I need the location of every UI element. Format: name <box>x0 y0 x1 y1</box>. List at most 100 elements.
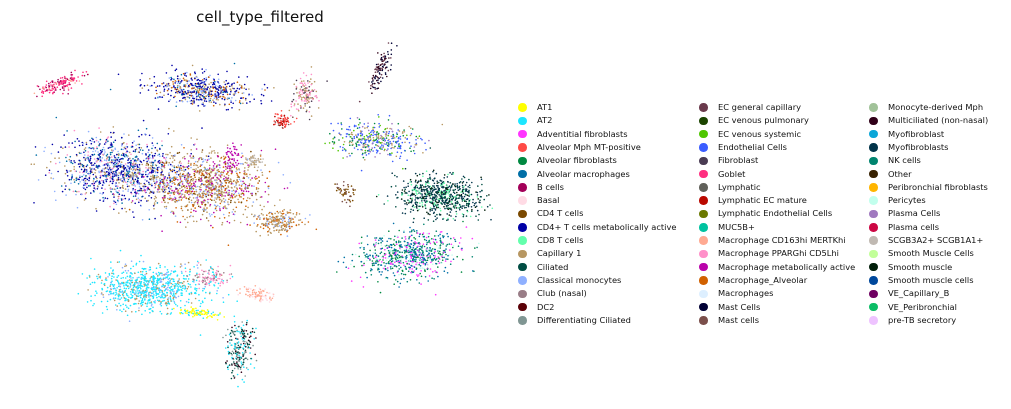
scatter-point <box>240 156 243 159</box>
scatter-point <box>188 193 190 196</box>
scatter-point <box>117 178 120 181</box>
scatter-point <box>429 197 432 199</box>
scatter-point <box>129 157 131 160</box>
scatter-point <box>164 187 166 189</box>
scatter-point <box>278 225 281 227</box>
scatter-point <box>368 152 370 155</box>
scatter-point <box>216 182 219 184</box>
scatter-point <box>96 185 99 187</box>
scatter-point <box>172 179 175 181</box>
scatter-point <box>287 223 290 226</box>
scatter-point <box>201 127 203 129</box>
scatter-point <box>429 247 431 249</box>
scatter-point <box>213 167 216 170</box>
scatter-point <box>112 164 115 166</box>
scatter-point <box>280 233 282 236</box>
scatter-point <box>193 84 196 87</box>
scatter-point <box>406 203 408 206</box>
scatter-point <box>479 199 481 202</box>
scatter-point <box>203 199 205 202</box>
scatter-point <box>182 173 185 175</box>
scatter-point <box>385 137 388 139</box>
scatter-point <box>410 208 412 211</box>
scatter-point <box>137 151 140 153</box>
scatter-point <box>477 198 480 200</box>
scatter-point <box>368 132 371 135</box>
scatter-point <box>201 85 204 88</box>
scatter-point <box>436 192 439 195</box>
scatter-point <box>269 215 271 218</box>
scatter-point <box>171 210 173 213</box>
scatter-point <box>177 152 179 154</box>
scatter-point <box>403 273 405 276</box>
scatter-point <box>248 165 251 167</box>
scatter-point <box>253 177 256 179</box>
scatter-point <box>225 181 228 184</box>
scatter-point <box>63 134 65 136</box>
scatter-point <box>414 241 416 243</box>
scatter-point <box>419 184 422 187</box>
scatter-point <box>452 245 455 247</box>
scatter-point <box>52 84 55 87</box>
scatter-point <box>206 172 208 174</box>
scatter-point <box>91 137 93 140</box>
scatter-point <box>116 153 118 156</box>
scatter-point <box>337 149 340 152</box>
scatter-point <box>124 172 126 174</box>
scatter-point <box>419 192 421 194</box>
scatter-point <box>242 213 245 216</box>
scatter-point <box>234 210 236 213</box>
scatter-point <box>109 146 111 149</box>
scatter-point <box>195 210 197 213</box>
scatter-point <box>93 177 95 180</box>
scatter-point <box>235 167 238 169</box>
scatter-point <box>457 194 459 196</box>
scatter-point <box>153 177 156 180</box>
scatter-point <box>66 169 68 172</box>
scatter-point <box>270 100 273 102</box>
scatter-point <box>271 219 273 221</box>
scatter-point <box>233 87 235 90</box>
scatter-point <box>205 179 208 182</box>
scatter-point <box>368 148 371 150</box>
scatter-point <box>161 165 164 168</box>
scatter-point <box>171 189 173 192</box>
scatter-point <box>425 197 428 200</box>
scatter-point <box>204 203 207 206</box>
scatter-point <box>51 80 53 82</box>
scatter-point <box>211 177 213 179</box>
scatter-point <box>414 194 417 197</box>
scatter-point <box>388 138 390 141</box>
scatter-point <box>431 197 434 200</box>
scatter-point <box>374 139 377 142</box>
scatter-point <box>139 188 142 191</box>
scatter-point <box>260 212 263 215</box>
scatter-point <box>113 179 115 182</box>
scatter-point <box>209 171 212 174</box>
scatter-point <box>412 261 414 263</box>
scatter-point <box>209 194 212 196</box>
scatter-point <box>305 93 308 95</box>
scatter-point <box>202 183 205 186</box>
scatter-point <box>211 94 214 96</box>
scatter-point <box>109 170 111 173</box>
scatter-point <box>358 118 361 121</box>
scatter-point <box>344 193 347 195</box>
scatter-point <box>364 152 366 154</box>
scatter-point <box>215 198 218 200</box>
scatter-point <box>418 282 421 284</box>
scatter-point <box>170 211 172 214</box>
scatter-point <box>243 83 246 86</box>
scatter-point <box>171 180 173 183</box>
scatter-point <box>383 52 385 55</box>
scatter-point <box>409 211 412 213</box>
scatter-point <box>185 80 188 82</box>
scatter-point <box>395 155 398 158</box>
scatter-point <box>306 109 308 112</box>
scatter-point <box>434 208 437 210</box>
scatter-point <box>74 190 77 192</box>
scatter-point <box>151 137 154 139</box>
scatter-point <box>57 80 59 83</box>
scatter-point <box>368 149 370 152</box>
scatter-point <box>114 139 117 142</box>
